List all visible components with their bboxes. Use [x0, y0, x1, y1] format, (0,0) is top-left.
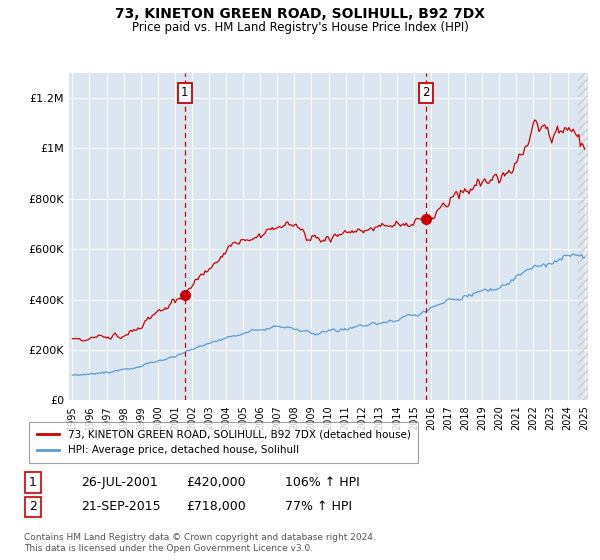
- Text: 2: 2: [29, 500, 37, 514]
- Bar: [578, 73, 590, 400]
- Legend: 73, KINETON GREEN ROAD, SOLIHULL, B92 7DX (detached house), HPI: Average price, : 73, KINETON GREEN ROAD, SOLIHULL, B92 7D…: [29, 422, 418, 463]
- Text: 1: 1: [29, 476, 37, 489]
- Text: Contains HM Land Registry data © Crown copyright and database right 2024.
This d: Contains HM Land Registry data © Crown c…: [24, 533, 376, 553]
- Text: 26-JUL-2001: 26-JUL-2001: [81, 476, 158, 489]
- Text: 21-SEP-2015: 21-SEP-2015: [81, 500, 161, 514]
- Text: £718,000: £718,000: [186, 500, 246, 514]
- Text: 2: 2: [422, 86, 430, 100]
- Text: 73, KINETON GREEN ROAD, SOLIHULL, B92 7DX: 73, KINETON GREEN ROAD, SOLIHULL, B92 7D…: [115, 7, 485, 21]
- Text: 1: 1: [181, 86, 188, 100]
- Text: 77% ↑ HPI: 77% ↑ HPI: [285, 500, 352, 514]
- Text: £420,000: £420,000: [186, 476, 245, 489]
- Text: Price paid vs. HM Land Registry's House Price Index (HPI): Price paid vs. HM Land Registry's House …: [131, 21, 469, 34]
- Text: 106% ↑ HPI: 106% ↑ HPI: [285, 476, 360, 489]
